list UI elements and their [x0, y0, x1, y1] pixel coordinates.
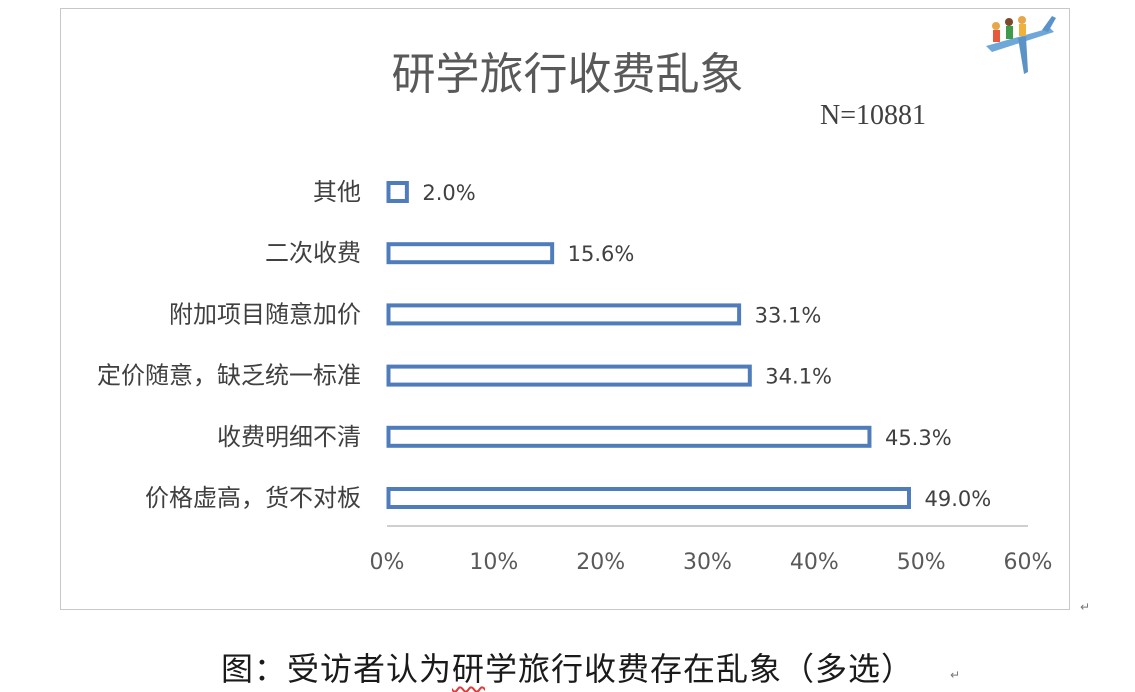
paragraph-mark-icon: ↵	[1080, 600, 1091, 614]
x-tick-label: 0%	[370, 550, 405, 575]
x-tick-label: 40%	[790, 550, 839, 575]
bar	[386, 303, 742, 326]
category-label: 收费明细不清	[217, 423, 361, 451]
paragraph-mark-icon: ↵	[950, 668, 961, 682]
x-tick-label: 60%	[1004, 550, 1053, 575]
data-label: 33.1%	[755, 303, 822, 327]
bar	[386, 364, 752, 387]
data-label: 45.3%	[885, 426, 952, 450]
data-label: 15.6%	[568, 242, 635, 266]
students-on-airplane-logo-icon	[986, 16, 1056, 74]
caption-spellcheck-word: 研	[451, 650, 485, 688]
x-tick-label: 10%	[469, 550, 518, 575]
category-label: 定价随意，缺乏统一标准	[97, 362, 361, 390]
data-label: 49.0%	[924, 487, 991, 511]
bar	[386, 425, 872, 448]
category-label: 价格虚高，货不对板	[145, 484, 361, 512]
sample-size-note: N=10881	[820, 100, 927, 131]
bar	[386, 487, 911, 509]
category-label: 二次收费	[265, 239, 361, 267]
data-label: 34.1%	[765, 365, 832, 389]
category-label: 附加项目随意加价	[169, 300, 361, 328]
caption-prefix: 图：受访者认为	[220, 650, 452, 688]
bar	[386, 242, 555, 265]
x-tick-label: 30%	[683, 550, 732, 575]
chart-title: 研学旅行收费乱象	[391, 49, 744, 100]
figure-caption: 图：受访者认为研学旅行收费存在乱象（多选）	[0, 644, 1135, 690]
category-label: 其他	[313, 178, 361, 206]
bar	[386, 181, 409, 203]
data-label: 2.0%	[422, 181, 475, 205]
caption-suffix: 学旅行收费存在乱象（多选）	[485, 650, 915, 688]
x-tick-label: 50%	[897, 550, 946, 575]
x-tick-label: 20%	[576, 550, 625, 575]
